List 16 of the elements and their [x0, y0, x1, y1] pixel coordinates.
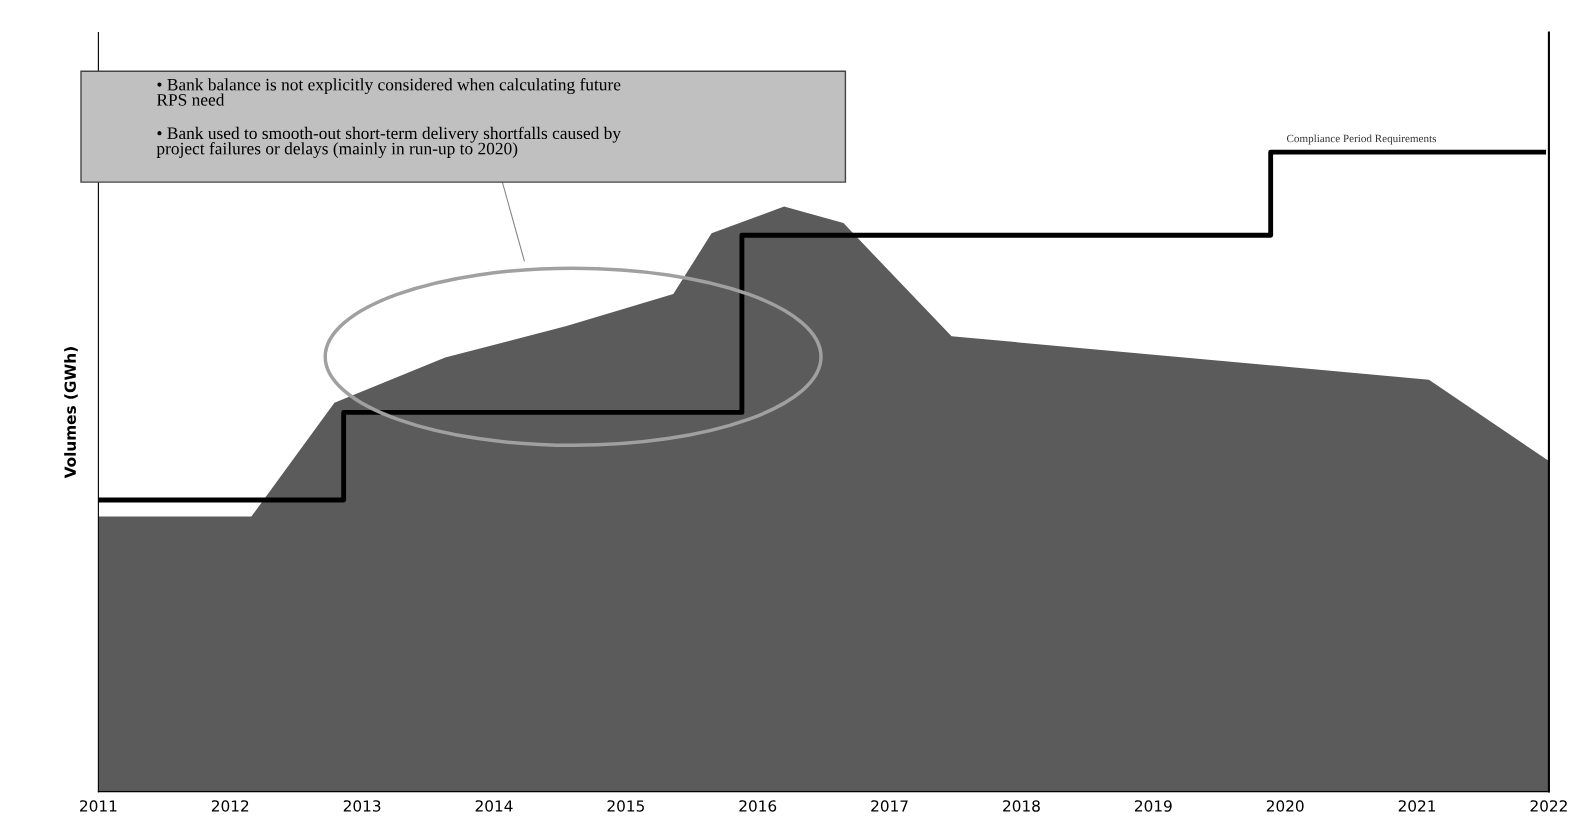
x-tick-label: 2011 — [80, 800, 117, 812]
x-tick-label: 2019 — [1134, 800, 1172, 812]
series-label: Compliance Period Requirements — [1286, 134, 1437, 145]
x-tick-label: 2020 — [1266, 800, 1304, 812]
annotation: • Bank used to smooth-out short-term delivery shortfalls caused by project failures or delays (mainly in run-up to 2020) — [156, 126, 621, 159]
x-tick-label: 2017 — [871, 800, 908, 812]
y-axis-title: Volumes (GWh) — [64, 347, 78, 479]
text: • Bank balance is not explicitly considered when calculating future RPS need — [156, 78, 621, 106]
x-tick-label: 2021 — [1398, 800, 1436, 812]
x-tick-label: 2012 — [211, 800, 249, 812]
x-tick-label: 2015 — [607, 800, 644, 812]
x-tick-label: 2014 — [475, 800, 513, 812]
x-tick-label: 2018 — [1003, 800, 1040, 812]
x-tick-label: 2013 — [343, 800, 381, 812]
x-tick-label: 2022 — [1530, 800, 1567, 812]
x-tick-label: 2016 — [739, 800, 777, 812]
